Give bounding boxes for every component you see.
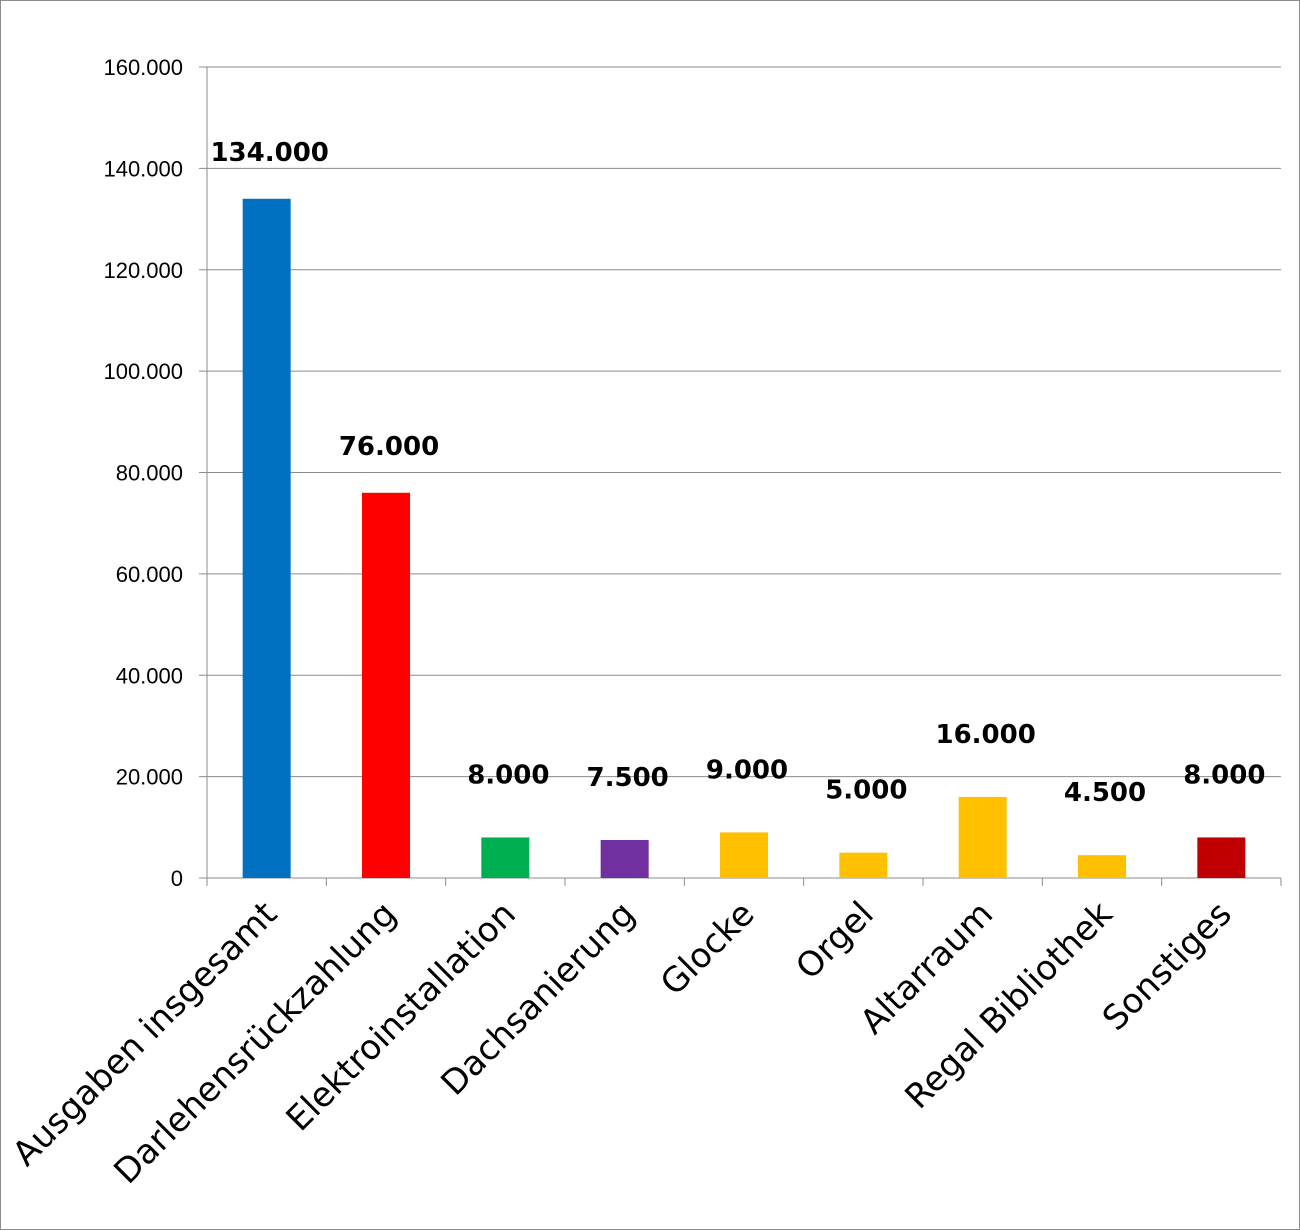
bar xyxy=(1197,837,1246,878)
y-tick-label: 100.000 xyxy=(103,359,183,384)
category-label: Glocke xyxy=(653,894,762,1003)
bar xyxy=(600,839,649,878)
bar xyxy=(720,832,768,878)
bar xyxy=(362,492,410,878)
y-tick-label: 0 xyxy=(171,866,183,891)
bar xyxy=(481,837,530,878)
data-label: 7.500 xyxy=(587,763,669,793)
data-label: 9.000 xyxy=(706,755,788,785)
category-label: Regal Bibliothek xyxy=(897,894,1120,1117)
bar xyxy=(839,852,888,878)
bar xyxy=(958,796,1007,878)
category-label: Sonstiges xyxy=(1095,894,1240,1039)
data-labels: 134.000 76.000 8.000 7.500 9.000 5.000 16.000 4… xyxy=(210,138,1265,808)
data-label: 8.000 xyxy=(1183,760,1265,790)
y-tick-label: 40.000 xyxy=(116,663,183,688)
category-labels: Ausgaben insgesamtDarlehensrückzahlungEl… xyxy=(5,894,1240,1192)
y-tick-label: 160.000 xyxy=(103,55,183,80)
data-label: 8.000 xyxy=(467,760,549,790)
data-label: 5.000 xyxy=(825,776,907,806)
bars xyxy=(242,198,1246,879)
bar xyxy=(1078,855,1126,878)
data-label: 134.000 xyxy=(210,138,328,168)
category-label: Elektroinstallation xyxy=(279,894,524,1139)
data-label: 76.000 xyxy=(339,432,439,462)
y-tick-label: 60.000 xyxy=(116,562,183,587)
y-tick-label: 20.000 xyxy=(116,765,183,790)
data-label: 4.500 xyxy=(1064,778,1146,808)
category-label: Orgel xyxy=(788,894,881,987)
y-tick-label: 80.000 xyxy=(116,461,183,486)
bar xyxy=(242,198,291,879)
data-label: 16.000 xyxy=(935,720,1035,750)
y-tick-label: 140.000 xyxy=(103,156,183,181)
y-tick-label: 120.000 xyxy=(103,258,183,283)
y-tick-labels: 0 20.000 40.000 60.000 80.000 100.000 120.000 1… xyxy=(103,55,183,891)
